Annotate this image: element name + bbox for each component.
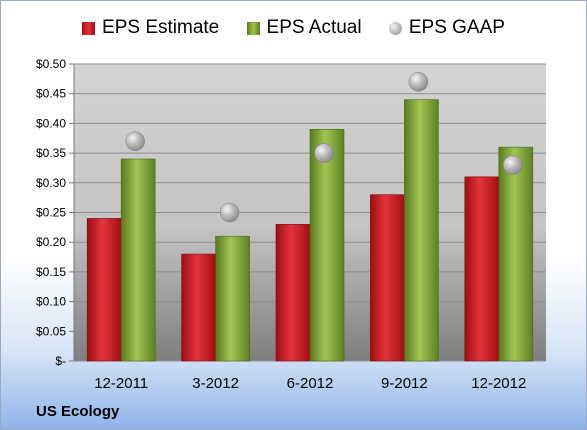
bar-eps-estimate-12-2011 <box>86 218 122 362</box>
marker-eps-gaap-12-2012 <box>503 155 523 175</box>
y-tick-label-1: $0.05 <box>36 324 66 338</box>
y-tick-label-9: $0.45 <box>36 87 66 101</box>
legend-item-eps-actual: EPS Actual <box>246 17 362 39</box>
bar-eps-actual-12-2012 <box>498 146 534 362</box>
bar-eps-actual-12-2011 <box>120 158 156 362</box>
marker-eps-gaap-3-2012 <box>219 202 240 223</box>
y-tick-label-4: $0.20 <box>36 235 66 249</box>
x-tick-label-3-2012: 3-2012 <box>192 375 239 392</box>
y-tick-label-2: $0.10 <box>36 295 66 309</box>
y-tick-label-5: $0.25 <box>36 206 66 220</box>
marker-eps-gaap-12-2011 <box>125 131 145 151</box>
y-tick-label-7: $0.35 <box>36 146 66 160</box>
x-tick-label-12-2011: 12-2011 <box>94 375 148 392</box>
legend-swatch-eps-gaap <box>388 21 402 35</box>
bar-eps-estimate-6-2012 <box>275 224 311 362</box>
marker-eps-gaap-6-2012 <box>314 143 334 163</box>
legend-swatch-eps-actual <box>246 21 260 35</box>
legend-label-eps-actual: EPS Actual <box>266 17 362 38</box>
company-label: US Ecology <box>36 403 120 420</box>
legend-item-eps-estimate: EPS Estimate <box>82 17 219 39</box>
legend-label-eps-gaap: EPS GAAP <box>408 17 505 38</box>
bar-eps-actual-6-2012 <box>309 129 345 362</box>
x-tick-label-9-2012: 9-2012 <box>381 375 428 392</box>
chart-legend: EPS Estimate EPS Actual EPS GAAP <box>1 17 586 41</box>
x-tick-label-12-2012: 12-2012 <box>471 375 526 392</box>
x-tick-label-6-2012: 6-2012 <box>287 375 334 392</box>
y-tick-label-10: $0.50 <box>36 57 66 71</box>
bar-eps-actual-3-2012 <box>215 235 250 362</box>
legend-item-eps-gaap: EPS GAAP <box>388 17 505 39</box>
y-tick-label-0: $- <box>55 354 66 368</box>
bar-eps-actual-9-2012 <box>404 99 439 362</box>
y-tick-label-8: $0.40 <box>36 116 66 130</box>
bar-eps-estimate-12-2012 <box>464 176 500 362</box>
y-tick-label-3: $0.15 <box>36 265 66 279</box>
legend-label-eps-estimate: EPS Estimate <box>102 17 220 38</box>
legend-swatch-eps-estimate <box>82 21 96 35</box>
marker-eps-gaap-9-2012 <box>408 72 429 92</box>
bar-eps-estimate-3-2012 <box>181 253 216 362</box>
y-tick-label-6: $0.30 <box>36 176 66 190</box>
bar-eps-estimate-9-2012 <box>370 194 405 362</box>
